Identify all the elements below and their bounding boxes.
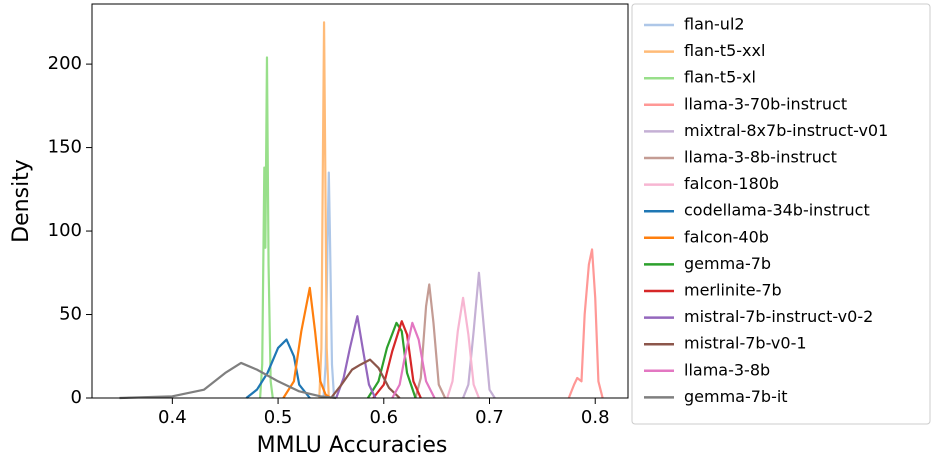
legend-label: falcon-40b	[684, 227, 769, 246]
legend-label: flan-ul2	[684, 15, 745, 34]
x-tick-label: 0.6	[369, 407, 398, 428]
density-line	[414, 283, 447, 399]
legend-label: gemma-7b	[684, 254, 771, 273]
legend-label: flan-t5-xl	[684, 68, 756, 87]
density-line	[258, 56, 274, 399]
density-line	[391, 321, 436, 399]
legend-label: llama-3-8b	[684, 360, 770, 379]
legend-label: mixtral-8x7b-instruct-v01	[684, 121, 888, 140]
x-tick-label: 0.4	[158, 407, 187, 428]
y-tick-label: 200	[48, 53, 82, 74]
x-axis-label: MMLU Accuracies	[257, 433, 448, 458]
legend-label: gemma-7b-it	[684, 387, 788, 406]
legend-label: llama-3-8b-instruct	[684, 148, 837, 167]
y-axis-label: Density	[9, 159, 34, 243]
y-tick-label: 50	[59, 304, 82, 325]
density-line	[330, 358, 401, 399]
x-tick-label: 0.7	[475, 407, 504, 428]
density-line	[372, 320, 422, 399]
y-tick-label: 0	[71, 387, 82, 408]
x-tick-label: 0.5	[264, 407, 293, 428]
plot-frame	[91, 3, 629, 399]
legend-label: codellama-34b-instruct	[684, 201, 870, 220]
legend-label: merlinite-7b	[684, 281, 782, 300]
y-tick-label: 150	[48, 137, 82, 158]
y-tick-label: 100	[48, 220, 82, 241]
density-line	[567, 248, 604, 399]
x-tick-label: 0.8	[581, 407, 610, 428]
density-line	[446, 296, 480, 399]
density-line	[335, 315, 377, 399]
legend-label: llama-3-70b-instruct	[684, 94, 847, 113]
density-line	[318, 21, 330, 399]
density-line	[462, 271, 496, 399]
legend-label: mistral-7b-instruct-v0-2	[684, 307, 873, 326]
density-line	[366, 321, 417, 399]
legend-label: mistral-7b-v0-1	[684, 334, 807, 353]
legend-box	[631, 3, 931, 425]
density-line	[322, 171, 336, 399]
density-line	[245, 338, 311, 399]
density-line	[119, 361, 337, 400]
legend-label: falcon-180b	[684, 174, 779, 193]
legend-label: flan-t5-xxl	[684, 41, 765, 60]
density-line	[282, 286, 332, 399]
